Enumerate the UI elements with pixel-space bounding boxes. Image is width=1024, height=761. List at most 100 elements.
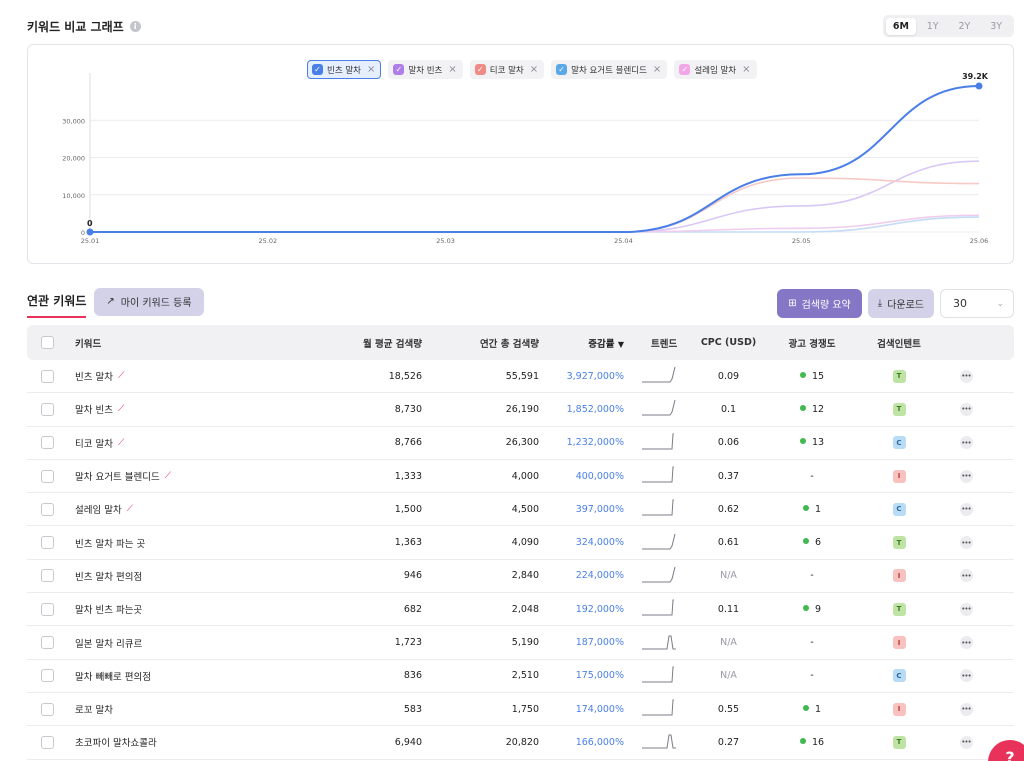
keyword-text[interactable]: 일본 말차 리큐르 xyxy=(75,638,143,650)
table-row[interactable]: 말차 빈츠 파는곳 682 2,048 192,000% 0.11 9 T ••• xyxy=(27,593,1014,627)
range-option-2y[interactable]: 2Y xyxy=(958,20,971,32)
close-icon[interactable]: × xyxy=(742,64,751,75)
row-checkbox[interactable] xyxy=(41,669,54,683)
more-options-icon[interactable]: ••• xyxy=(959,702,973,716)
x-tick-label: 25.02 xyxy=(258,237,277,245)
row-checkbox[interactable] xyxy=(41,369,54,383)
keyword-text[interactable]: 말차 요거트 블렌디드 xyxy=(75,472,160,484)
status-dot-icon xyxy=(799,371,806,378)
close-icon[interactable]: × xyxy=(652,64,662,75)
close-icon[interactable]: × xyxy=(366,64,376,75)
page-size-select[interactable]: 30 ⌄ xyxy=(940,289,1014,318)
tab-related-keywords[interactable]: 연관 키워드 xyxy=(27,289,87,318)
more-options-icon[interactable]: ••• xyxy=(959,569,973,583)
row-checkbox[interactable] xyxy=(41,602,54,616)
table-row[interactable]: 빈츠 말차 파는 곳 1,363 4,090 324,000% 0.61 6 T ••• xyxy=(27,526,1014,560)
download-button[interactable]: ⤓ 다운로드 xyxy=(867,289,934,318)
row-checkbox[interactable] xyxy=(41,502,54,516)
row-checkbox[interactable] xyxy=(41,436,54,450)
table-row[interactable]: 일본 말차 리큐르 1,723 5,190 187,000% N/A - I ••• xyxy=(27,626,1014,660)
legend-chip[interactable]: ✓ 설레임 말차 × xyxy=(674,60,757,79)
keyword-text[interactable]: 빈츠 말차 xyxy=(75,372,113,384)
row-checkbox[interactable] xyxy=(41,469,54,483)
legend-chip[interactable]: ✓ 티코 말차 × xyxy=(469,60,545,79)
search-summary-button[interactable]: ⊞ 검색량 요약 xyxy=(777,289,862,318)
keyword-text[interactable]: 설레임 말차 xyxy=(75,505,122,517)
row-checkbox[interactable] xyxy=(41,636,54,650)
row-checkbox[interactable] xyxy=(41,402,54,416)
keyword-text[interactable]: 말차 빈츠 xyxy=(75,405,113,417)
chart-line-icon[interactable]: ⟋ xyxy=(117,437,125,448)
range-option-3y[interactable]: 3Y xyxy=(990,20,1003,32)
table-row[interactable]: 초코파이 말차쇼콜라 6,940 20,820 166,000% 0.27 16 T ••• xyxy=(27,726,1014,760)
keyword-text[interactable]: 빈츠 말차 파는 곳 xyxy=(75,538,146,550)
more-options-icon[interactable]: ••• xyxy=(959,369,973,383)
keyword-text[interactable]: 티코 말차 xyxy=(75,438,113,450)
chart-line-icon[interactable]: ⟋ xyxy=(117,404,125,415)
trend-sparkline xyxy=(642,599,674,616)
register-my-keyword-button[interactable]: ↗ 마이 키워드 등록 xyxy=(94,287,204,316)
row-checkbox[interactable] xyxy=(41,536,54,550)
more-options-icon[interactable]: ••• xyxy=(959,402,973,416)
download-label: 다운로드 xyxy=(887,300,924,311)
range-option-1y[interactable]: 1Y xyxy=(926,20,939,32)
keyword-cell: 말차 빈츠 파는곳 xyxy=(74,602,304,616)
trend-cell xyxy=(624,432,690,454)
chart-line-icon[interactable]: ⟋ xyxy=(164,471,172,482)
status-dot-icon xyxy=(802,704,809,711)
keyword-cell: 말차 요거트 블렌디드 ⟋ xyxy=(74,469,304,483)
header-growth[interactable]: 증감률 ▼ xyxy=(539,336,624,350)
close-icon[interactable]: × xyxy=(529,64,539,75)
header-competition[interactable]: 광고 경쟁도 xyxy=(788,338,836,350)
table-row[interactable]: 티코 말차 ⟋ 8,766 26,300 1,232,000% 0.06 13 C ••• xyxy=(27,427,1014,460)
row-checkbox[interactable] xyxy=(41,702,54,716)
table-row[interactable]: 말차 요거트 블렌디드 ⟋ 1,333 4,000 400,000% 0.37 - I ••• xyxy=(27,460,1014,494)
more-options-icon[interactable]: ••• xyxy=(959,436,973,450)
table-row[interactable]: 빈츠 말차 ⟋ 18,526 55,591 3,927,000% 0.09 15 T ••• xyxy=(27,360,1014,394)
more-options-icon[interactable]: ••• xyxy=(959,735,973,749)
legend-chip[interactable]: ✓ 말차 요거트 블렌디드 × xyxy=(551,60,668,79)
header-yearly[interactable]: 연간 총 검색량 xyxy=(479,338,539,350)
checkbox-cell xyxy=(27,502,74,516)
table-row[interactable]: 설레임 말차 ⟋ 1,500 4,500 397,000% 0.62 1 C ••• xyxy=(27,493,1014,527)
keyword-text[interactable]: 말차 빈츠 파는곳 xyxy=(75,605,143,617)
table-row[interactable]: 말차 빼빼로 편의점 836 2,510 175,000% N/A - C ••• xyxy=(27,660,1014,693)
series-line xyxy=(89,84,980,234)
help-button[interactable]: ? xyxy=(988,740,1024,761)
monthly-volume: 1,500 xyxy=(394,503,422,515)
header-monthly[interactable]: 월 평균 검색량 xyxy=(362,338,422,350)
close-icon[interactable]: × xyxy=(448,64,457,75)
cpc-value: 0.62 xyxy=(717,503,740,515)
chart-line-icon[interactable]: ⟋ xyxy=(117,371,125,382)
cpc-value: 0.09 xyxy=(717,370,740,382)
more-options-icon[interactable]: ••• xyxy=(959,536,973,550)
chart-line-icon[interactable]: ⟋ xyxy=(126,504,134,515)
more-options-icon[interactable]: ••• xyxy=(959,502,973,516)
checkbox-cell xyxy=(27,402,74,416)
select-all-checkbox[interactable] xyxy=(41,336,54,349)
table-row[interactable]: 빈츠 말차 편의점 946 2,840 224,000% N/A - I ••• xyxy=(27,560,1014,594)
legend-chip[interactable]: ✓ 말차 빈츠 × xyxy=(388,60,463,79)
more-options-icon[interactable]: ••• xyxy=(959,669,973,683)
more-options-icon[interactable]: ••• xyxy=(959,469,973,483)
range-option-6m[interactable]: 6M xyxy=(886,17,916,35)
sparkline-path xyxy=(642,599,674,616)
table-row[interactable]: 말차 빈츠 ⟋ 8,730 26,190 1,852,000% 0.1 12 T ••• xyxy=(27,393,1014,427)
more-options-icon[interactable]: ••• xyxy=(959,602,973,616)
row-checkbox[interactable] xyxy=(41,735,54,749)
monthly-volume: 8,730 xyxy=(394,403,422,415)
header-cpc[interactable]: CPC (USD) xyxy=(700,337,757,348)
keyword-text[interactable]: 빈츠 말차 편의점 xyxy=(75,571,143,583)
keyword-text[interactable]: 말차 빼빼로 편의점 xyxy=(75,671,151,683)
more-options-icon[interactable]: ••• xyxy=(959,636,973,650)
keyword-text[interactable]: 로꼬 말차 xyxy=(75,705,113,717)
info-icon[interactable]: i xyxy=(129,21,141,32)
table-row[interactable]: 로꼬 말차 583 1,750 174,000% 0.55 1 I ••• xyxy=(27,693,1014,727)
keyword-text[interactable]: 초코파이 말차쇼콜라 xyxy=(75,738,157,750)
header-intent[interactable]: 검색인텐트 xyxy=(877,338,921,350)
intent-cell: C xyxy=(857,502,941,516)
header-keyword[interactable]: 키워드 xyxy=(75,338,102,350)
legend-chip[interactable]: ✓ 빈츠 말차 × xyxy=(307,60,382,79)
intent-badge: I xyxy=(892,469,906,483)
row-checkbox[interactable] xyxy=(41,569,54,583)
